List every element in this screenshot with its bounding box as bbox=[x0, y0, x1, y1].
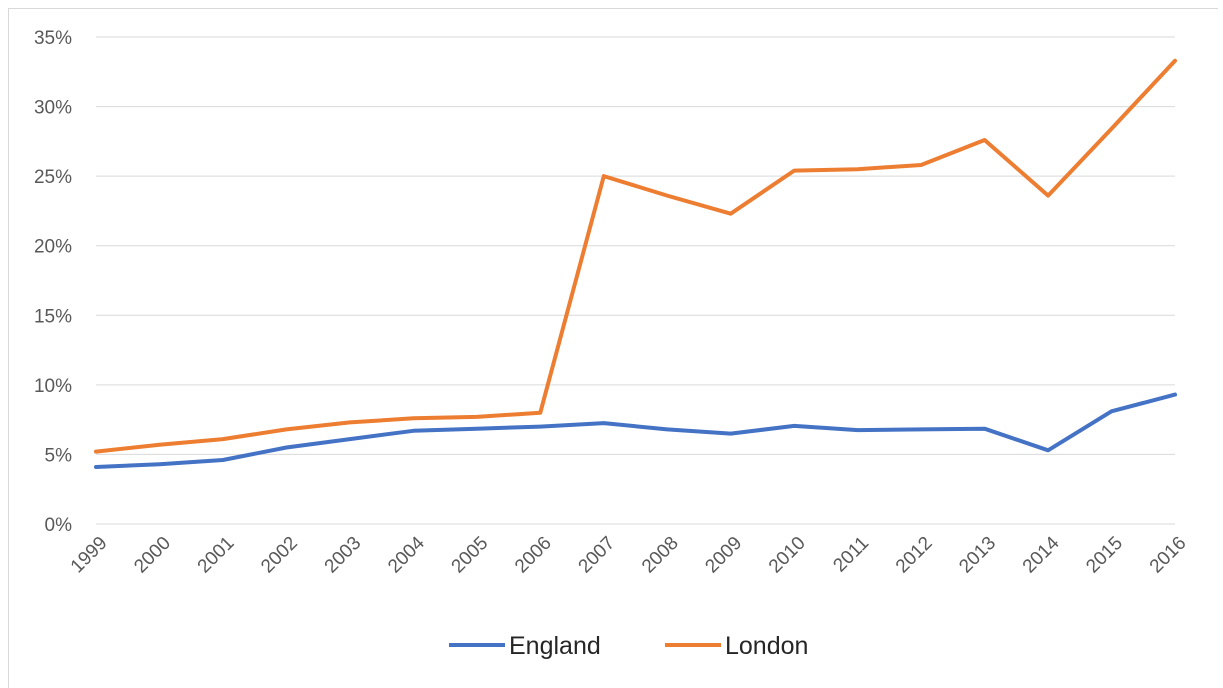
x-tick-label: 2009 bbox=[701, 533, 746, 578]
y-tick-label: 25% bbox=[34, 167, 72, 188]
x-tick-label: 2014 bbox=[1019, 532, 1064, 577]
x-tick-label: 2001 bbox=[194, 533, 239, 578]
x-tick-label: 2008 bbox=[638, 533, 683, 578]
legend-label-england: England bbox=[509, 632, 601, 660]
series-lines bbox=[96, 61, 1175, 467]
gridlines bbox=[96, 37, 1175, 454]
y-tick-label: 15% bbox=[34, 306, 72, 327]
x-tick-label: 2003 bbox=[321, 533, 366, 578]
x-tick-label: 2002 bbox=[257, 533, 302, 578]
x-axis-ticks: 1999 2000 2001 2002 2003 2004 2005 2006 2007 2008… bbox=[67, 532, 1191, 577]
y-tick-label: 20% bbox=[34, 237, 72, 258]
y-tick-label: 0% bbox=[45, 515, 73, 536]
x-tick-label: 2006 bbox=[511, 533, 556, 578]
x-tick-label: 2007 bbox=[575, 533, 620, 578]
legend: England London bbox=[449, 632, 808, 660]
x-tick-label: 2016 bbox=[1146, 533, 1191, 578]
x-tick-label: 2005 bbox=[448, 533, 493, 578]
y-tick-label: 5% bbox=[45, 445, 73, 466]
x-tick-label: 2010 bbox=[765, 533, 810, 578]
y-tick-label: 30% bbox=[34, 98, 72, 119]
x-tick-label: 2013 bbox=[955, 533, 1000, 578]
legend-label-london: London bbox=[725, 632, 808, 660]
y-tick-label: 10% bbox=[34, 376, 72, 397]
x-tick-label: 1999 bbox=[67, 533, 112, 578]
series-line-london bbox=[96, 61, 1175, 452]
y-axis-ticks: 0% 5% 10% 15% 20% 25% 30% 35% bbox=[34, 28, 72, 536]
x-tick-label: 2012 bbox=[892, 533, 937, 578]
x-tick-label: 2015 bbox=[1082, 533, 1127, 578]
y-tick-label: 35% bbox=[34, 28, 72, 49]
x-tick-label: 2011 bbox=[829, 533, 873, 577]
x-tick-label: 2000 bbox=[130, 533, 175, 578]
x-tick-label: 2004 bbox=[384, 532, 429, 577]
series-line-england bbox=[96, 395, 1175, 467]
